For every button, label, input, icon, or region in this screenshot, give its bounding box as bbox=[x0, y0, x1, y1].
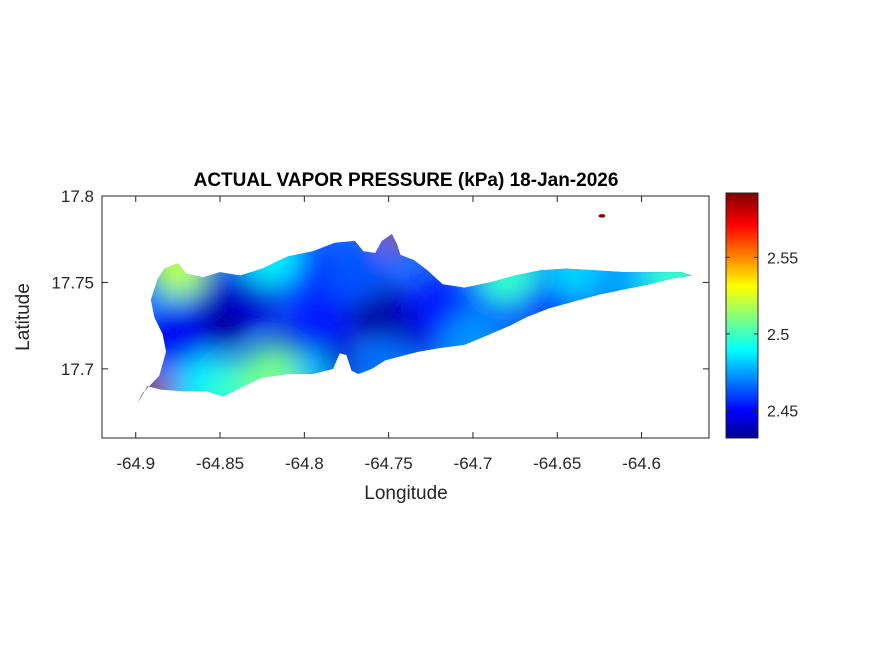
y-tick-label: 17.8 bbox=[61, 187, 94, 206]
chart-title: ACTUAL VAPOR PRESSURE (kPa) 18-Jan-2026 bbox=[194, 170, 619, 191]
x-tick-label: -64.8 bbox=[285, 454, 324, 473]
x-axis: -64.9 -64.85 -64.8 -64.75 -64.7 -64.65 -64.6 bbox=[116, 196, 661, 473]
x-tick-label: -64.9 bbox=[116, 454, 155, 473]
colorbar-tick-label: 2.45 bbox=[767, 403, 798, 420]
x-tick-label: -64.85 bbox=[196, 454, 244, 473]
x-axis-label: Longitude bbox=[364, 483, 447, 504]
y-tick-label: 17.75 bbox=[51, 273, 94, 292]
x-tick-label: -64.6 bbox=[622, 454, 661, 473]
y-axis-label: Latitude bbox=[13, 283, 34, 351]
islet-marker-0 bbox=[598, 214, 606, 218]
axes-box bbox=[101, 195, 710, 439]
x-tick-label: -64.7 bbox=[454, 454, 493, 473]
field-sample-10 bbox=[324, 243, 385, 304]
colorbar-tick-label: 2.5 bbox=[767, 327, 789, 344]
colorbar: 2.45 2.5 2.55 bbox=[725, 192, 798, 439]
y-tick-label: 17.7 bbox=[61, 360, 94, 379]
x-tick-label: -64.75 bbox=[365, 454, 413, 473]
colorbar-gradient bbox=[725, 192, 759, 439]
x-tick-label: -64.65 bbox=[533, 454, 581, 473]
colorbar-tick-label: 2.55 bbox=[767, 250, 798, 267]
y-axis: 17.7 17.75 17.8 bbox=[51, 187, 709, 379]
